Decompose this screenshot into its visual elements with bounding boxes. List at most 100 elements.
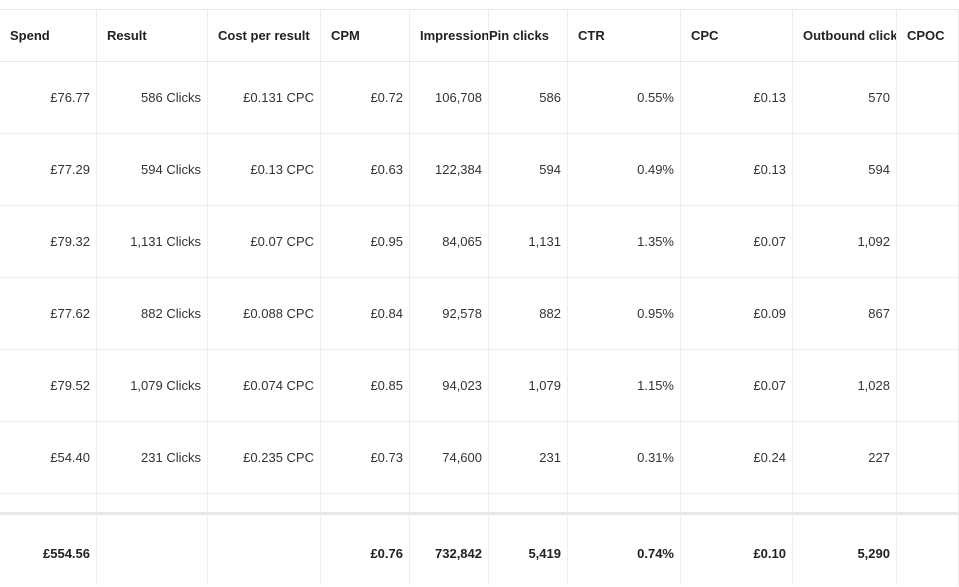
column-header-cpc[interactable]: CPC xyxy=(681,10,793,61)
cell-result: 1,131 Clicks xyxy=(97,206,208,277)
cell-outbound-click: 227 xyxy=(793,422,897,493)
column-header-outbound-click[interactable]: Outbound click xyxy=(793,10,897,61)
total-result xyxy=(97,515,208,585)
cell-pin-clicks: 231 xyxy=(489,422,568,493)
cell-result: 594 Clicks xyxy=(97,134,208,205)
cell-cpc: £0.13 xyxy=(681,62,793,133)
cell-impression: 122,384 xyxy=(410,134,489,205)
cell-outbound-click: 1,092 xyxy=(793,206,897,277)
cell-impression: 92,578 xyxy=(410,278,489,349)
spacer-cell xyxy=(0,494,97,512)
cell-cpc: £0.24 xyxy=(681,422,793,493)
cell-spend: £79.32 xyxy=(0,206,97,277)
spacer-cell xyxy=(793,494,897,512)
cell-pin-clicks: 594 xyxy=(489,134,568,205)
cell-impression: 84,065 xyxy=(410,206,489,277)
spacer-cell xyxy=(208,494,321,512)
table-spacer-row xyxy=(0,494,959,515)
table-row[interactable]: £54.40 231 Clicks £0.235 CPC £0.73 74,60… xyxy=(0,422,959,494)
cell-cost-per-result: £0.074 CPC xyxy=(208,350,321,421)
cell-spend: £76.77 xyxy=(0,62,97,133)
cell-pin-clicks: 1,079 xyxy=(489,350,568,421)
total-spend: £554.56 xyxy=(0,515,97,585)
column-header-pin-clicks[interactable]: Pin clicks xyxy=(489,10,568,61)
cell-outbound-click: 867 xyxy=(793,278,897,349)
cell-cpoc xyxy=(897,62,959,133)
cell-result: 231 Clicks xyxy=(97,422,208,493)
cell-ctr: 0.49% xyxy=(568,134,681,205)
cell-result: 586 Clicks xyxy=(97,62,208,133)
cell-cpc: £0.09 xyxy=(681,278,793,349)
table-top-gap xyxy=(0,0,959,10)
cell-result: 1,079 Clicks xyxy=(97,350,208,421)
table-row[interactable]: £79.32 1,131 Clicks £0.07 CPC £0.95 84,0… xyxy=(0,206,959,278)
cell-cost-per-result: £0.07 CPC xyxy=(208,206,321,277)
cell-result: 882 Clicks xyxy=(97,278,208,349)
cell-cpm: £0.73 xyxy=(321,422,410,493)
cell-cpm: £0.84 xyxy=(321,278,410,349)
cell-cpc: £0.07 xyxy=(681,206,793,277)
cell-ctr: 0.55% xyxy=(568,62,681,133)
table-header-row: Spend Result Cost per result CPM Impress… xyxy=(0,10,959,62)
total-cpc: £0.10 xyxy=(681,515,793,585)
total-outbound-click: 5,290 xyxy=(793,515,897,585)
total-impression: 732,842 xyxy=(410,515,489,585)
table-row[interactable]: £76.77 586 Clicks £0.131 CPC £0.72 106,7… xyxy=(0,62,959,134)
cell-spend: £77.29 xyxy=(0,134,97,205)
cell-cpc: £0.13 xyxy=(681,134,793,205)
table-row[interactable]: £77.62 882 Clicks £0.088 CPC £0.84 92,57… xyxy=(0,278,959,350)
total-cpoc xyxy=(897,515,959,585)
total-cost-per-result xyxy=(208,515,321,585)
column-header-ctr[interactable]: CTR xyxy=(568,10,681,61)
cell-cost-per-result: £0.131 CPC xyxy=(208,62,321,133)
total-cpm: £0.76 xyxy=(321,515,410,585)
spacer-cell xyxy=(97,494,208,512)
spacer-cell xyxy=(681,494,793,512)
cell-impression: 106,708 xyxy=(410,62,489,133)
cell-cpoc xyxy=(897,206,959,277)
cell-spend: £79.52 xyxy=(0,350,97,421)
cell-outbound-click: 570 xyxy=(793,62,897,133)
spacer-cell xyxy=(410,494,489,512)
cell-ctr: 1.35% xyxy=(568,206,681,277)
cell-cpm: £0.72 xyxy=(321,62,410,133)
cell-cost-per-result: £0.13 CPC xyxy=(208,134,321,205)
spacer-cell xyxy=(897,494,959,512)
cell-spend: £54.40 xyxy=(0,422,97,493)
cell-ctr: 1.15% xyxy=(568,350,681,421)
cell-outbound-click: 594 xyxy=(793,134,897,205)
column-header-result[interactable]: Result xyxy=(97,10,208,61)
cell-ctr: 0.31% xyxy=(568,422,681,493)
cell-cpoc xyxy=(897,422,959,493)
spacer-cell xyxy=(568,494,681,512)
cell-impression: 74,600 xyxy=(410,422,489,493)
column-header-cost-per-result[interactable]: Cost per result xyxy=(208,10,321,61)
column-header-cpm[interactable]: CPM xyxy=(321,10,410,61)
cell-cpm: £0.95 xyxy=(321,206,410,277)
cell-ctr: 0.95% xyxy=(568,278,681,349)
cell-pin-clicks: 882 xyxy=(489,278,568,349)
table-row[interactable]: £77.29 594 Clicks £0.13 CPC £0.63 122,38… xyxy=(0,134,959,206)
spacer-cell xyxy=(321,494,410,512)
cell-pin-clicks: 1,131 xyxy=(489,206,568,277)
table-row[interactable]: £79.52 1,079 Clicks £0.074 CPC £0.85 94,… xyxy=(0,350,959,422)
table-totals-row: £554.56 £0.76 732,842 5,419 0.74% £0.10 … xyxy=(0,515,959,585)
cell-impression: 94,023 xyxy=(410,350,489,421)
cell-cpoc xyxy=(897,134,959,205)
cell-cost-per-result: £0.088 CPC xyxy=(208,278,321,349)
total-pin-clicks: 5,419 xyxy=(489,515,568,585)
column-header-spend[interactable]: Spend xyxy=(0,10,97,61)
total-ctr: 0.74% xyxy=(568,515,681,585)
cell-cpoc xyxy=(897,278,959,349)
cell-pin-clicks: 586 xyxy=(489,62,568,133)
cell-outbound-click: 1,028 xyxy=(793,350,897,421)
cell-cpm: £0.85 xyxy=(321,350,410,421)
column-header-cpoc[interactable]: CPOC xyxy=(897,10,959,61)
cell-cost-per-result: £0.235 CPC xyxy=(208,422,321,493)
cell-cpoc xyxy=(897,350,959,421)
column-header-impression[interactable]: Impression xyxy=(410,10,489,61)
cell-cpc: £0.07 xyxy=(681,350,793,421)
spacer-cell xyxy=(489,494,568,512)
cell-cpm: £0.63 xyxy=(321,134,410,205)
